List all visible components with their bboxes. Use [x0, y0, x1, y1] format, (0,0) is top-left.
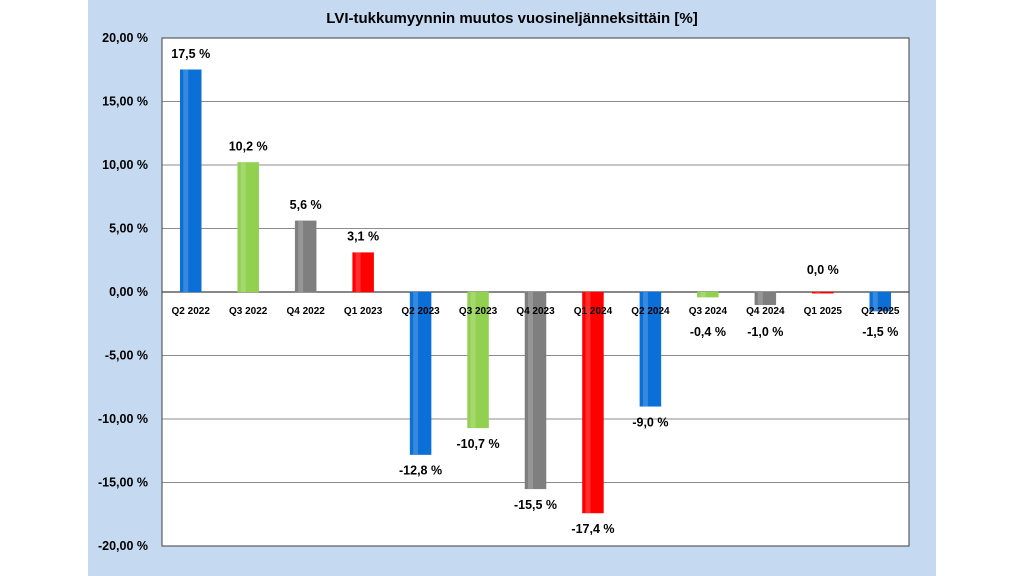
bar-highlight: [585, 292, 591, 513]
y-tick-label: 10,00 %: [102, 158, 148, 172]
bar: [869, 291, 892, 312]
y-tick-label: -15,00 %: [98, 476, 148, 490]
x-tick-label: Q1 2023: [344, 306, 383, 317]
bar: [639, 291, 662, 407]
bar-highlight: [700, 292, 706, 298]
plot-border: [161, 37, 910, 547]
bar: [812, 291, 834, 294]
bar: [294, 220, 317, 293]
bar: [179, 69, 202, 293]
bar: [524, 291, 547, 490]
x-tick-label: Q2 2023: [401, 306, 440, 317]
x-tick-label: Q4 2023: [516, 306, 555, 317]
y-tick-label: -5,00 %: [105, 349, 148, 363]
bar-highlight: [642, 292, 648, 407]
data-label: 0,0 %: [807, 263, 839, 277]
data-label: -12,8 %: [399, 464, 442, 478]
bar: [582, 291, 604, 514]
y-tick-label: 20,00 %: [102, 31, 148, 45]
x-tick-label: Q3 2022: [229, 306, 268, 317]
data-label: 10,2 %: [229, 139, 268, 153]
x-tick-label: Q4 2022: [286, 306, 325, 317]
x-tick-label: Q1 2024: [574, 306, 613, 317]
x-tick-label: Q3 2024: [689, 306, 728, 317]
data-label: -1,5 %: [862, 325, 898, 339]
chart-title: LVI-tukkumyynnin muutos vuosineljänneksi…: [326, 10, 698, 27]
x-tick-label: Q2 2025: [861, 306, 900, 317]
bar: [237, 162, 259, 293]
y-tick-label: 0,00 %: [109, 285, 148, 299]
bar-highlight: [413, 292, 419, 455]
data-label: -9,0 %: [632, 415, 668, 429]
bar: [409, 291, 432, 455]
bar-highlight: [528, 292, 533, 489]
bar: [352, 252, 374, 293]
bar: [697, 291, 719, 298]
data-label: -1,0 %: [747, 325, 783, 339]
bar-highlight: [815, 292, 821, 294]
data-label: 17,5 %: [171, 47, 210, 61]
bar-highlight: [757, 292, 763, 305]
data-label: -15,5 %: [514, 498, 557, 512]
bar-highlight: [240, 162, 246, 292]
bar-highlight: [298, 220, 304, 292]
bar-highlight: [183, 69, 189, 292]
data-label: 3,1 %: [347, 230, 379, 244]
y-tick-label: 5,00 %: [109, 222, 148, 236]
x-tick-label: Q2 2024: [631, 306, 670, 317]
x-tick-label: Q2 2022: [172, 306, 211, 317]
bar-highlight: [872, 292, 878, 312]
data-label: 5,6 %: [290, 198, 322, 212]
bar: [467, 291, 489, 429]
x-tick-label: Q1 2025: [804, 306, 843, 317]
bar: [754, 291, 777, 305]
data-label: -10,7 %: [456, 437, 499, 451]
data-label: -0,4 %: [690, 325, 726, 339]
bar-highlight: [470, 292, 476, 428]
bar-highlight: [355, 252, 361, 292]
y-tick-label: -20,00 %: [98, 539, 148, 553]
y-tick-label: 15,00 %: [102, 95, 148, 109]
data-label: -17,4 %: [571, 522, 614, 536]
x-tick-label: Q3 2023: [459, 306, 498, 317]
x-tick-label: Q4 2024: [746, 306, 785, 317]
y-tick-label: -10,00 %: [98, 412, 148, 426]
